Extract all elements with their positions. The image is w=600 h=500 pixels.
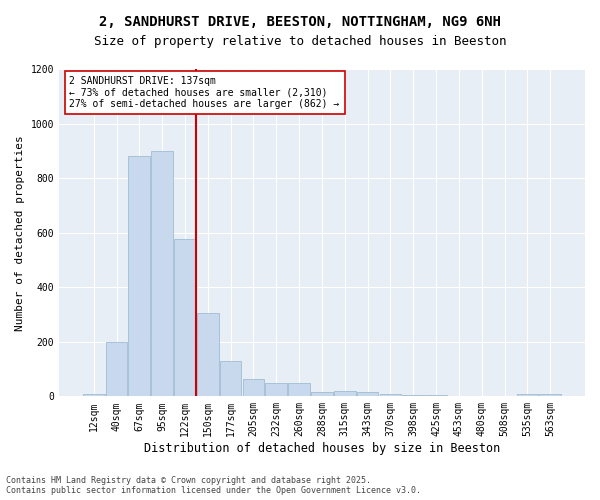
Bar xyxy=(288,383,310,396)
Bar xyxy=(334,392,356,396)
Bar xyxy=(357,392,379,396)
Bar xyxy=(106,342,127,396)
Bar xyxy=(403,395,424,396)
Bar xyxy=(242,378,265,396)
X-axis label: Distribution of detached houses by size in Beeston: Distribution of detached houses by size … xyxy=(144,442,500,455)
Text: Size of property relative to detached houses in Beeston: Size of property relative to detached ho… xyxy=(94,35,506,48)
Text: 2, SANDHURST DRIVE, BEESTON, NOTTINGHAM, NG9 6NH: 2, SANDHURST DRIVE, BEESTON, NOTTINGHAM,… xyxy=(99,15,501,29)
Bar xyxy=(539,394,561,396)
Bar xyxy=(220,361,241,396)
Text: Contains HM Land Registry data © Crown copyright and database right 2025.
Contai: Contains HM Land Registry data © Crown c… xyxy=(6,476,421,495)
Bar xyxy=(128,156,150,396)
Bar xyxy=(151,151,173,396)
Y-axis label: Number of detached properties: Number of detached properties xyxy=(15,135,25,330)
Bar xyxy=(265,382,287,396)
Bar xyxy=(83,394,104,396)
Bar xyxy=(311,392,333,396)
Bar xyxy=(197,313,218,396)
Bar xyxy=(517,394,538,396)
Bar xyxy=(174,240,196,396)
Bar xyxy=(380,394,401,396)
Text: 2 SANDHURST DRIVE: 137sqm
← 73% of detached houses are smaller (2,310)
27% of se: 2 SANDHURST DRIVE: 137sqm ← 73% of detac… xyxy=(70,76,340,108)
Bar xyxy=(425,395,447,396)
